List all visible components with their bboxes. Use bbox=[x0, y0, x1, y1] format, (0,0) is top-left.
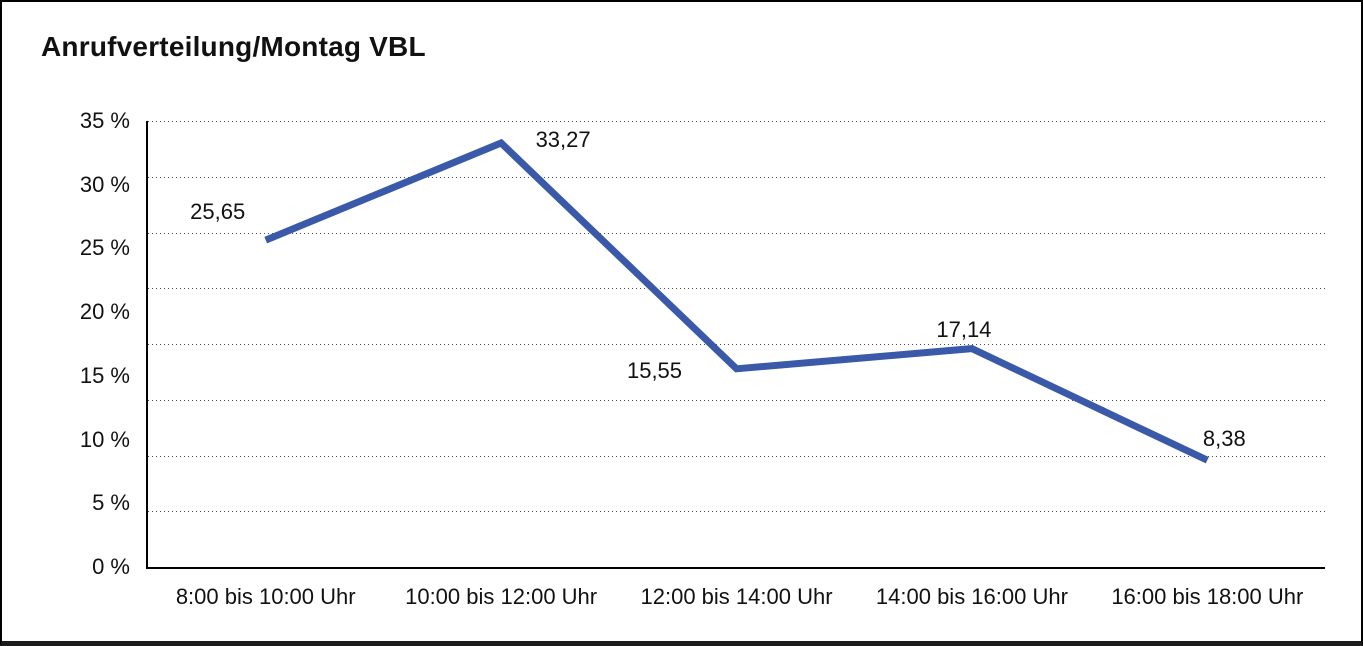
x-axis-label: 10:00 bis 12:00 Uhr bbox=[405, 584, 598, 609]
x-axis-line bbox=[146, 567, 1325, 569]
data-point-label: 25,65 bbox=[190, 199, 246, 225]
gridline bbox=[148, 399, 1325, 401]
y-tick-label: 5 % bbox=[92, 490, 130, 516]
data-point-label: 17,14 bbox=[936, 316, 992, 342]
y-tick-label: 35 % bbox=[79, 108, 130, 133]
x-axis: 8:00 bis 10:00 Uhr 10:00 bis 12:00 Uhr 12:… bbox=[148, 584, 1325, 610]
x-axis-label: 16:00 bis 18:00 Uhr bbox=[1111, 584, 1304, 609]
x-axis-label: 12:00 bis 14:00 Uhr bbox=[640, 584, 833, 609]
y-tick-label: 25 % bbox=[79, 235, 130, 261]
gridline bbox=[148, 176, 1325, 178]
gridline bbox=[148, 121, 1325, 122]
data-point-label: 15,55 bbox=[626, 357, 683, 383]
data-line bbox=[264, 138, 1209, 464]
y-tick-label: 0 % bbox=[92, 554, 130, 579]
data-point-label: 33,27 bbox=[535, 127, 591, 152]
gridline bbox=[148, 288, 1325, 290]
chart-title: Anrufverteilung/Montag VBL bbox=[41, 31, 426, 62]
gridline bbox=[148, 455, 1325, 457]
y-axis-line bbox=[146, 121, 148, 569]
x-axis-label: 14:00 bis 16:00 Uhr bbox=[875, 584, 1068, 609]
y-tick-label: 20 % bbox=[79, 299, 130, 325]
gridline bbox=[148, 511, 1325, 513]
gridline bbox=[148, 232, 1325, 234]
plot-area: 25,65 33,27 15,55 17,14 8,38 bbox=[148, 121, 1325, 567]
y-tick-label: 10 % bbox=[79, 426, 130, 452]
y-tick-label: 30 % bbox=[79, 171, 130, 197]
x-axis-label: 8:00 bis 10:00 Uhr bbox=[175, 584, 356, 609]
gridline bbox=[148, 344, 1325, 345]
y-tick-label: 15 % bbox=[79, 362, 130, 388]
data-point-label: 8,38 bbox=[1202, 426, 1246, 452]
